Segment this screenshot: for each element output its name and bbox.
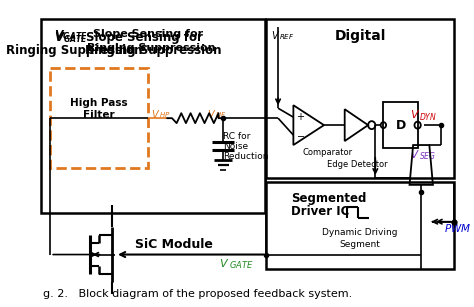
Bar — [266, 182, 454, 270]
Text: +: + — [296, 112, 304, 122]
Text: Edge Detector: Edge Detector — [327, 160, 387, 169]
Bar — [41, 19, 264, 213]
Text: Digital: Digital — [334, 29, 386, 43]
Text: Comparator: Comparator — [302, 148, 353, 157]
Text: $\mathit{REF}$: $\mathit{REF}$ — [279, 32, 294, 41]
Bar — [50, 68, 147, 168]
Text: $-$: $-$ — [296, 130, 305, 140]
Text: Slope Sensing for: Slope Sensing for — [86, 31, 203, 44]
Text: Reduction: Reduction — [223, 152, 269, 161]
Text: Noise: Noise — [223, 142, 248, 151]
Text: High Pass: High Pass — [70, 98, 128, 108]
Text: Driver IC: Driver IC — [291, 205, 349, 218]
Text: $\mathit{HP}$: $\mathit{HP}$ — [159, 110, 171, 119]
Text: Filter: Filter — [83, 110, 115, 120]
Text: $\mathit{GATE}$: $\mathit{GATE}$ — [228, 258, 253, 270]
Text: $\mathit{V}$: $\mathit{V}$ — [410, 148, 420, 160]
Text: $\mathit{NF}$: $\mathit{NF}$ — [215, 110, 227, 119]
Text: $\mathit{V}$: $\mathit{V}$ — [410, 108, 421, 120]
Text: SiC Module: SiC Module — [135, 238, 212, 251]
Text: Slope Sensing for: Slope Sensing for — [92, 29, 203, 39]
Bar — [266, 19, 454, 178]
Text: $\mathit{V}$: $\mathit{V}$ — [271, 29, 280, 41]
Text: RC for: RC for — [223, 132, 251, 141]
Text: $\mathit{V}$: $\mathit{V}$ — [151, 108, 160, 120]
Text: D: D — [395, 119, 406, 132]
Text: $\bfit{V}_{\bfit{GATE}}$: $\bfit{V}_{\bfit{GATE}}$ — [54, 29, 88, 42]
Text: $\bfit{V}$: $\bfit{V}$ — [54, 31, 66, 44]
Text: $\mathit{V}$: $\mathit{V}$ — [219, 257, 229, 269]
Text: $\mathit{SEG}$: $\mathit{SEG}$ — [419, 150, 436, 161]
Text: Ringing Suppression: Ringing Suppression — [87, 42, 215, 52]
Text: Ringing Suppression: Ringing Suppression — [6, 45, 143, 57]
Text: g. 2.   Block diagram of the proposed feedback system.: g. 2. Block diagram of the proposed feed… — [43, 289, 352, 299]
Text: $\mathit{V}$: $\mathit{V}$ — [207, 108, 216, 120]
Text: Segmented: Segmented — [291, 192, 366, 205]
Bar — [383, 102, 418, 148]
Text: $\mathit{PWM}$: $\mathit{PWM}$ — [444, 222, 471, 234]
Text: $\bfit{GATE}$: $\bfit{GATE}$ — [63, 33, 87, 44]
Text: $\mathit{DYN}$: $\mathit{DYN}$ — [419, 111, 438, 122]
Text: Dynamic Driving: Dynamic Driving — [322, 228, 398, 237]
Text: Segment: Segment — [339, 239, 381, 249]
Text: Ringing Suppression: Ringing Suppression — [85, 45, 221, 57]
